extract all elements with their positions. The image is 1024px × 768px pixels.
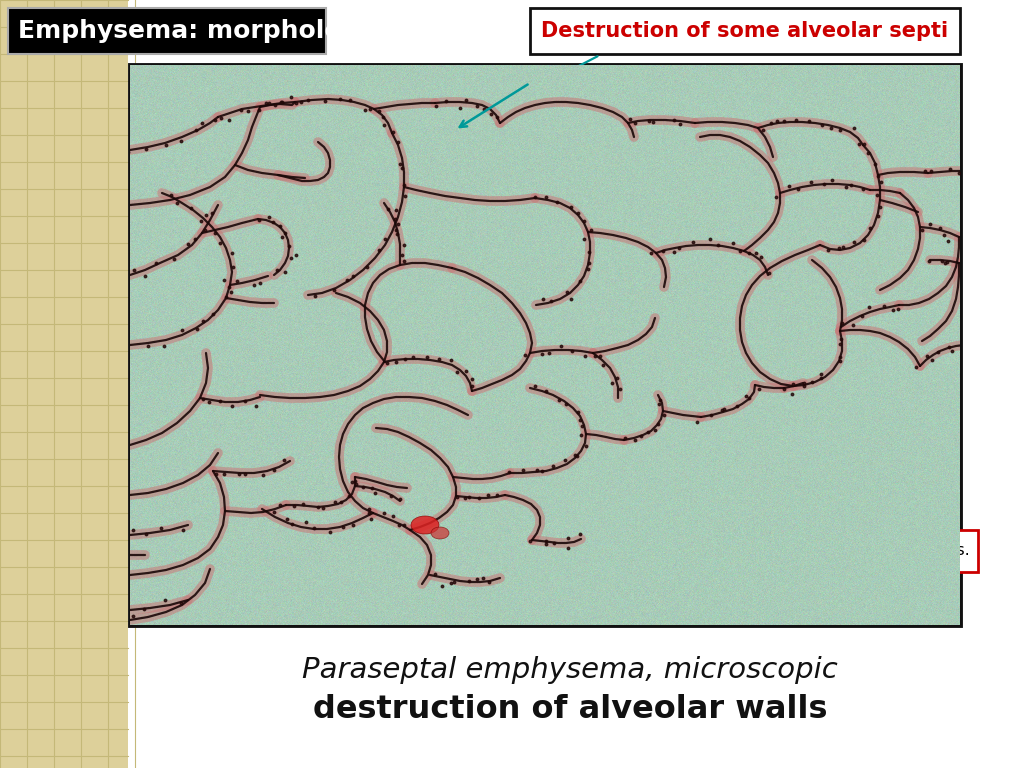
Text: Emphysema: morphology: Emphysema: morphology	[18, 19, 376, 43]
Text: Paraseptal emphysema, microscopic: Paraseptal emphysema, microscopic	[302, 656, 838, 684]
Bar	[0, 0, 128, 768]
Text: Enlarged air spaces/alveolar spaces.: Enlarged air spaces/alveolar spaces.	[676, 544, 970, 558]
Bar	[530, 8, 961, 54]
Text: destruction of alveolar walls: destruction of alveolar walls	[312, 694, 827, 726]
Ellipse shape	[411, 516, 439, 534]
Bar	[130, 65, 961, 625]
Bar	[668, 530, 978, 572]
Text: Destruction of some alveolar septi: Destruction of some alveolar septi	[542, 21, 948, 41]
Bar	[8, 8, 326, 54]
Ellipse shape	[431, 527, 449, 539]
